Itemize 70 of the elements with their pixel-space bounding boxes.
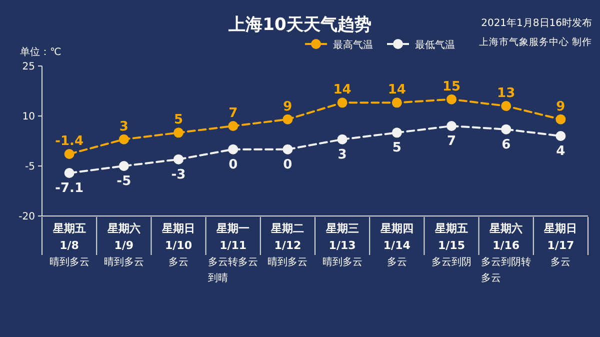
data-label: 5 [392, 140, 402, 156]
x-tick-label: 星期三 1/13 [324, 222, 359, 252]
point [446, 94, 456, 104]
data-label: -7.1 [55, 181, 84, 196]
x-tick-label: 星期六 1/16 [488, 222, 523, 252]
x-tick-label: 星期五 1/15 [434, 222, 468, 252]
y-tick-label: -5 [25, 162, 35, 172]
x-tick-label: 星期六 1/9 [106, 222, 140, 252]
data-label: 7 [228, 106, 238, 121]
point [446, 121, 456, 131]
text: 多云转多云到晴 [208, 256, 258, 284]
data-label: -3 [171, 167, 186, 182]
chart-subtitle: 2021年1月8日16时发布 [481, 17, 592, 29]
point [118, 161, 129, 171]
text: 多云 [386, 256, 407, 268]
data-label: 15 [442, 79, 461, 94]
data-label: 5 [174, 112, 184, 128]
point [228, 121, 238, 131]
text: 多云到阴 [432, 256, 472, 268]
text: 上海市气象服务中心 制作 [478, 36, 592, 48]
text: 晴到多云 [268, 256, 308, 268]
data-label: 0 [283, 157, 292, 172]
point [64, 168, 74, 178]
y-tick-label: -20 [18, 212, 35, 222]
point [556, 131, 566, 141]
data-label: 3 [119, 119, 128, 134]
y-axis-title: 单位：℃ [20, 46, 62, 58]
x-tick-label: 星期一 1/11 [216, 222, 250, 252]
text: 多云到阴转多云 [481, 256, 532, 284]
point [337, 134, 348, 144]
x-tick-label: 星期日 1/17 [543, 222, 578, 252]
data-label: 14 [333, 82, 352, 98]
point [118, 134, 129, 144]
point [282, 144, 293, 154]
data-label: 3 [338, 147, 347, 162]
data-label: 6 [502, 137, 511, 152]
x-tick-label: 星期日 1/10 [161, 222, 195, 252]
y-tick-label: 10 [22, 112, 35, 122]
point [228, 144, 238, 154]
x-tick-label: 星期四 1/14 [379, 222, 414, 252]
point [174, 128, 184, 138]
text: 多云 [550, 256, 571, 268]
data-label: 9 [283, 99, 292, 114]
text: 晴到多云 [104, 256, 144, 268]
text: 晴到多云 [49, 256, 90, 268]
x-tick-label: 星期二 1/12 [270, 222, 304, 252]
x-tick-label: 星期五 1/8 [52, 222, 86, 252]
point [64, 149, 74, 159]
point [556, 114, 566, 124]
data-label: 7 [446, 134, 456, 149]
point [174, 154, 184, 164]
data-label: 14 [388, 82, 406, 98]
point [392, 98, 402, 108]
legend-label: 最低气温 [415, 39, 455, 51]
text: 晴到多云 [322, 256, 362, 268]
point [282, 114, 293, 124]
data-label: 9 [556, 99, 566, 114]
point [337, 98, 348, 108]
data-label: 4 [556, 144, 566, 159]
data-label: 13 [497, 86, 516, 101]
text: 多云 [168, 256, 188, 268]
chart-title: 上海10天天气趋势 [228, 15, 372, 35]
legend-label: 最高气温 [333, 39, 373, 51]
point [501, 124, 512, 134]
data-label: -1.4 [55, 134, 84, 149]
data-label: -5 [116, 174, 132, 189]
data-label: 0 [228, 157, 238, 172]
point [501, 101, 512, 111]
y-tick-label: 25 [22, 62, 35, 72]
point [392, 128, 402, 138]
